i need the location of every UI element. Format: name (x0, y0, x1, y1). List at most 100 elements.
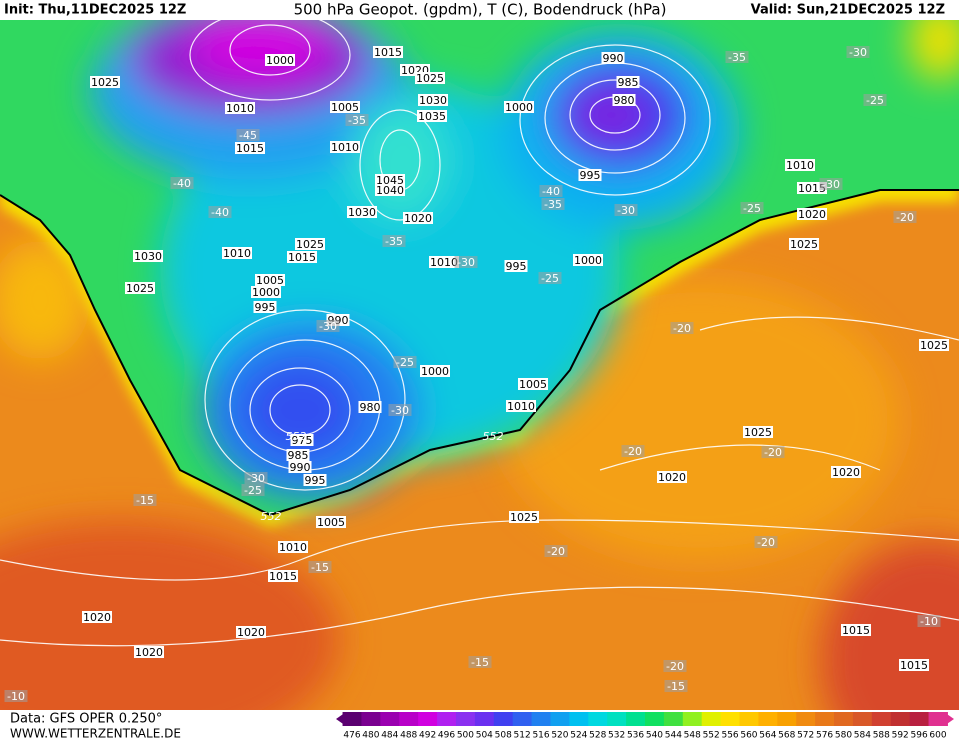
scale-swatch (531, 712, 551, 726)
isobar-label-box (841, 624, 871, 636)
isobar-label-box (235, 142, 265, 154)
isobar-label: 1025 (744, 426, 772, 439)
isobar-label: 1010 (507, 400, 535, 413)
isobar-label-box (278, 541, 308, 553)
isobar-label: 1040 (376, 184, 404, 197)
temperature-label: -15 (136, 494, 154, 507)
isobar-label-box (375, 184, 405, 196)
scale-tick-label: 552 (703, 731, 720, 741)
isobar-label: 1005 (331, 101, 359, 114)
scale-swatch (682, 712, 703, 726)
isobar-label: 1030 (419, 94, 447, 107)
scale-tick-label: 568 (778, 731, 795, 741)
scale-tick-label: 580 (835, 731, 852, 741)
isobar-label-box (358, 401, 382, 413)
scale-swatch (758, 712, 778, 726)
isobar-label-box (578, 169, 602, 181)
temperature-label-box (670, 322, 694, 334)
isobar-label: 975 (292, 434, 313, 447)
temperature-label-box (893, 211, 917, 223)
isobar-label: 1015 (269, 570, 297, 583)
contour-label: 552 (286, 430, 307, 443)
scale-swatch (777, 712, 797, 726)
isobar-label-box (417, 110, 447, 122)
scale-tick-label: 556 (721, 731, 738, 741)
isobar-label-box (347, 206, 377, 218)
scale-swatch (437, 712, 457, 726)
isobar-label-box (286, 449, 310, 461)
temperature-label: -10 (7, 690, 25, 703)
temperature-label-box (454, 256, 478, 268)
scale-swatch (607, 712, 627, 726)
temperature-label-box (393, 356, 417, 368)
scale-tick-label: 508 (495, 731, 512, 741)
temperature-label-box (308, 561, 332, 573)
temperature-label-box (846, 46, 870, 58)
isobar-label-box (831, 466, 861, 478)
scale-swatch (512, 712, 533, 726)
temperature-label: -20 (673, 322, 691, 335)
isobar-label: 1025 (126, 282, 154, 295)
contour-label: 552 (483, 430, 504, 443)
isobar-label-box (573, 254, 603, 266)
temperature-label: -20 (757, 536, 775, 549)
isobar-label: 1020 (83, 611, 111, 624)
isobar-label-box (899, 659, 929, 671)
scale-swatch (739, 712, 759, 726)
isobar-label: 1010 (226, 102, 254, 115)
isobar-label-box (295, 238, 325, 250)
isobar-label-box (225, 102, 255, 114)
temperature-label: -30 (849, 46, 867, 59)
scale-tick-label: 504 (476, 731, 493, 741)
isobar-label: 1000 (266, 54, 294, 67)
temperature-label-box (863, 94, 887, 106)
isobar-label: 1015 (842, 624, 870, 637)
scale-tick-label: 484 (381, 731, 398, 741)
isobar-label-box (265, 54, 295, 66)
isobar-label: 995 (580, 169, 601, 182)
isobar-label-box (612, 94, 636, 106)
isobar-label-box (316, 516, 346, 528)
isobar-label: 1000 (505, 101, 533, 114)
isobar-label-box (919, 339, 949, 351)
temperature-label-box (621, 445, 645, 457)
isobar-label: 1035 (418, 110, 446, 123)
isobar-label-box (134, 646, 164, 658)
scale-swatch (399, 712, 419, 726)
data-source: Data: GFS OPER 0.250° (10, 712, 162, 727)
isobar-label: 1000 (421, 365, 449, 378)
isobar-label: 1025 (91, 76, 119, 89)
isobar-label: 1005 (317, 516, 345, 529)
temperature-label: -30 (247, 472, 265, 485)
isobar-label-box (403, 212, 433, 224)
isobar-label-box (420, 365, 450, 377)
scale-swatch (493, 712, 514, 726)
temperature-label-box (663, 660, 687, 672)
isobar-label: 1020 (798, 208, 826, 221)
scale-swatch (418, 712, 438, 726)
isobar-label-box (236, 626, 266, 638)
isobar-label-box (82, 611, 112, 623)
isobar-label: 1015 (374, 46, 402, 59)
isobar-label-box (330, 101, 360, 113)
isobar-label: 985 (288, 449, 309, 462)
temperature-label: -35 (544, 198, 562, 211)
temperature-label: -20 (666, 660, 684, 673)
isobar-label: 985 (618, 76, 639, 89)
temperature-label: -30 (822, 178, 840, 191)
temperature-label-box (754, 536, 778, 548)
scale-swatch (588, 712, 608, 726)
scale-tick-label: 496 (438, 731, 455, 741)
isobar-label-box (509, 511, 539, 523)
isobar-label-box (255, 274, 285, 286)
isobar-label: 1020 (832, 466, 860, 479)
site-label: WWW.WETTERZENTRALE.DE (10, 727, 181, 741)
isobar-label: 1010 (223, 247, 251, 260)
isobar-label-box (222, 247, 252, 259)
scale-tick-label: 480 (362, 731, 379, 741)
scale-swatch (834, 712, 854, 726)
isobar-label-box (418, 94, 448, 106)
temperature-label-box (538, 272, 562, 284)
temperature-label-box (917, 615, 941, 627)
